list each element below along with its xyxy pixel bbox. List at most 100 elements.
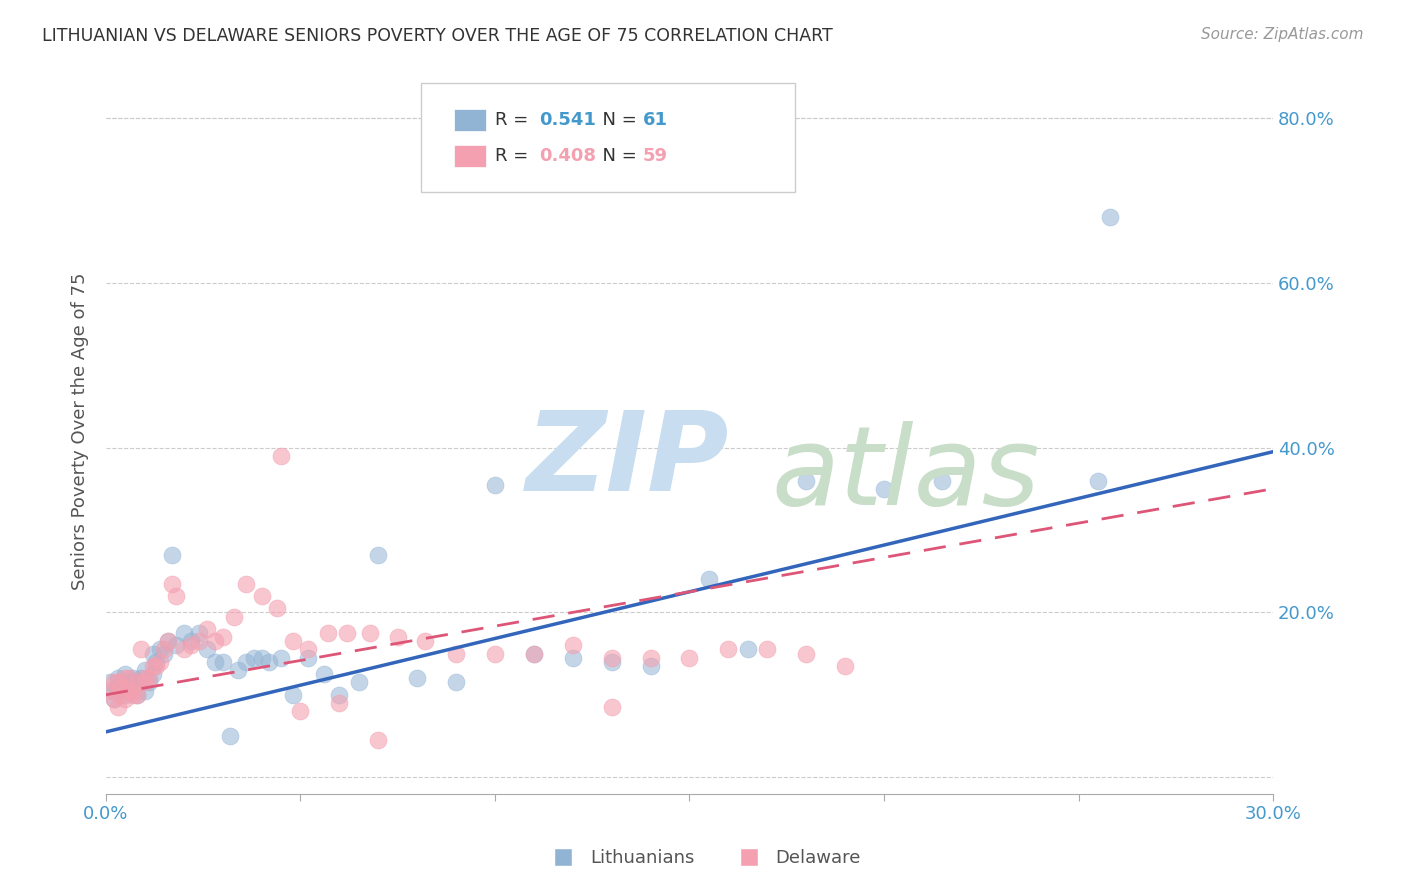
Point: [297, 642, 319, 657]
Legend: Lithuanians, Delaware: Lithuanians, Delaware: [537, 842, 869, 874]
Point: [153, 642, 176, 657]
Point: [118, 680, 141, 694]
Point: [1098, 210, 1121, 224]
Point: [103, 683, 125, 698]
Point: [561, 650, 583, 665]
Point: [640, 650, 662, 665]
Point: [406, 671, 429, 685]
Point: [125, 688, 148, 702]
Point: [367, 548, 389, 562]
Point: [122, 688, 145, 702]
Point: [600, 655, 623, 669]
Point: [180, 634, 202, 648]
Point: [561, 638, 583, 652]
Point: [413, 634, 436, 648]
Point: [359, 626, 381, 640]
Point: [235, 576, 257, 591]
Point: [134, 671, 156, 685]
Text: R =: R =: [495, 147, 533, 165]
Point: [107, 675, 129, 690]
Point: [142, 667, 165, 681]
Point: [129, 675, 152, 690]
Point: [142, 647, 165, 661]
Point: [235, 655, 257, 669]
Text: R =: R =: [495, 111, 533, 129]
Point: [122, 675, 145, 690]
Point: [110, 680, 132, 694]
Point: [1087, 474, 1109, 488]
Y-axis label: Seniors Poverty Over the Age of 75: Seniors Poverty Over the Age of 75: [72, 272, 89, 590]
Point: [270, 449, 292, 463]
Point: [281, 634, 304, 648]
Point: [122, 671, 145, 685]
Point: [125, 675, 148, 690]
Point: [523, 647, 546, 661]
Point: [523, 647, 546, 661]
Text: N =: N =: [592, 111, 643, 129]
Point: [157, 634, 180, 648]
Point: [153, 647, 176, 661]
Point: [149, 655, 172, 669]
Point: [107, 671, 129, 685]
Point: [717, 642, 740, 657]
Point: [195, 642, 218, 657]
Point: [160, 576, 183, 591]
Text: atlas: atlas: [770, 421, 1040, 528]
Point: [336, 626, 359, 640]
Point: [270, 650, 292, 665]
Point: [165, 638, 187, 652]
Point: [297, 650, 319, 665]
Point: [145, 659, 167, 673]
Point: [157, 634, 180, 648]
Point: [259, 655, 281, 669]
Point: [211, 655, 233, 669]
Point: [118, 683, 141, 698]
Point: [312, 667, 335, 681]
Point: [242, 650, 264, 665]
Point: [98, 683, 121, 698]
Point: [107, 680, 129, 694]
FancyBboxPatch shape: [420, 83, 794, 192]
Point: [226, 663, 249, 677]
Point: [145, 655, 167, 669]
Point: [737, 642, 759, 657]
Point: [188, 634, 211, 648]
Point: [794, 647, 817, 661]
Point: [444, 675, 467, 690]
Point: [444, 647, 467, 661]
Point: [142, 659, 165, 673]
Point: [873, 482, 896, 496]
Text: 59: 59: [643, 147, 668, 165]
Point: [103, 692, 125, 706]
Point: [281, 688, 304, 702]
Bar: [454, 145, 486, 167]
Point: [129, 671, 152, 685]
Point: [224, 609, 246, 624]
Point: [484, 647, 506, 661]
Point: [266, 601, 288, 615]
Point: [110, 683, 132, 698]
Point: [114, 667, 136, 681]
Text: 0.541: 0.541: [538, 111, 596, 129]
Text: LITHUANIAN VS DELAWARE SENIORS POVERTY OVER THE AGE OF 75 CORRELATION CHART: LITHUANIAN VS DELAWARE SENIORS POVERTY O…: [42, 27, 832, 45]
Point: [129, 642, 152, 657]
Point: [347, 675, 370, 690]
Point: [794, 474, 817, 488]
Point: [180, 638, 202, 652]
Point: [204, 634, 226, 648]
Text: N =: N =: [592, 147, 643, 165]
Point: [173, 642, 195, 657]
Point: [387, 630, 409, 644]
Point: [110, 688, 132, 702]
Point: [98, 675, 121, 690]
Point: [149, 642, 172, 657]
Point: [484, 477, 506, 491]
Point: [211, 630, 233, 644]
Point: [195, 622, 218, 636]
Point: [328, 696, 350, 710]
Point: [316, 626, 339, 640]
Text: 61: 61: [643, 111, 668, 129]
Point: [134, 663, 156, 677]
Point: [328, 688, 350, 702]
Point: [114, 671, 136, 685]
